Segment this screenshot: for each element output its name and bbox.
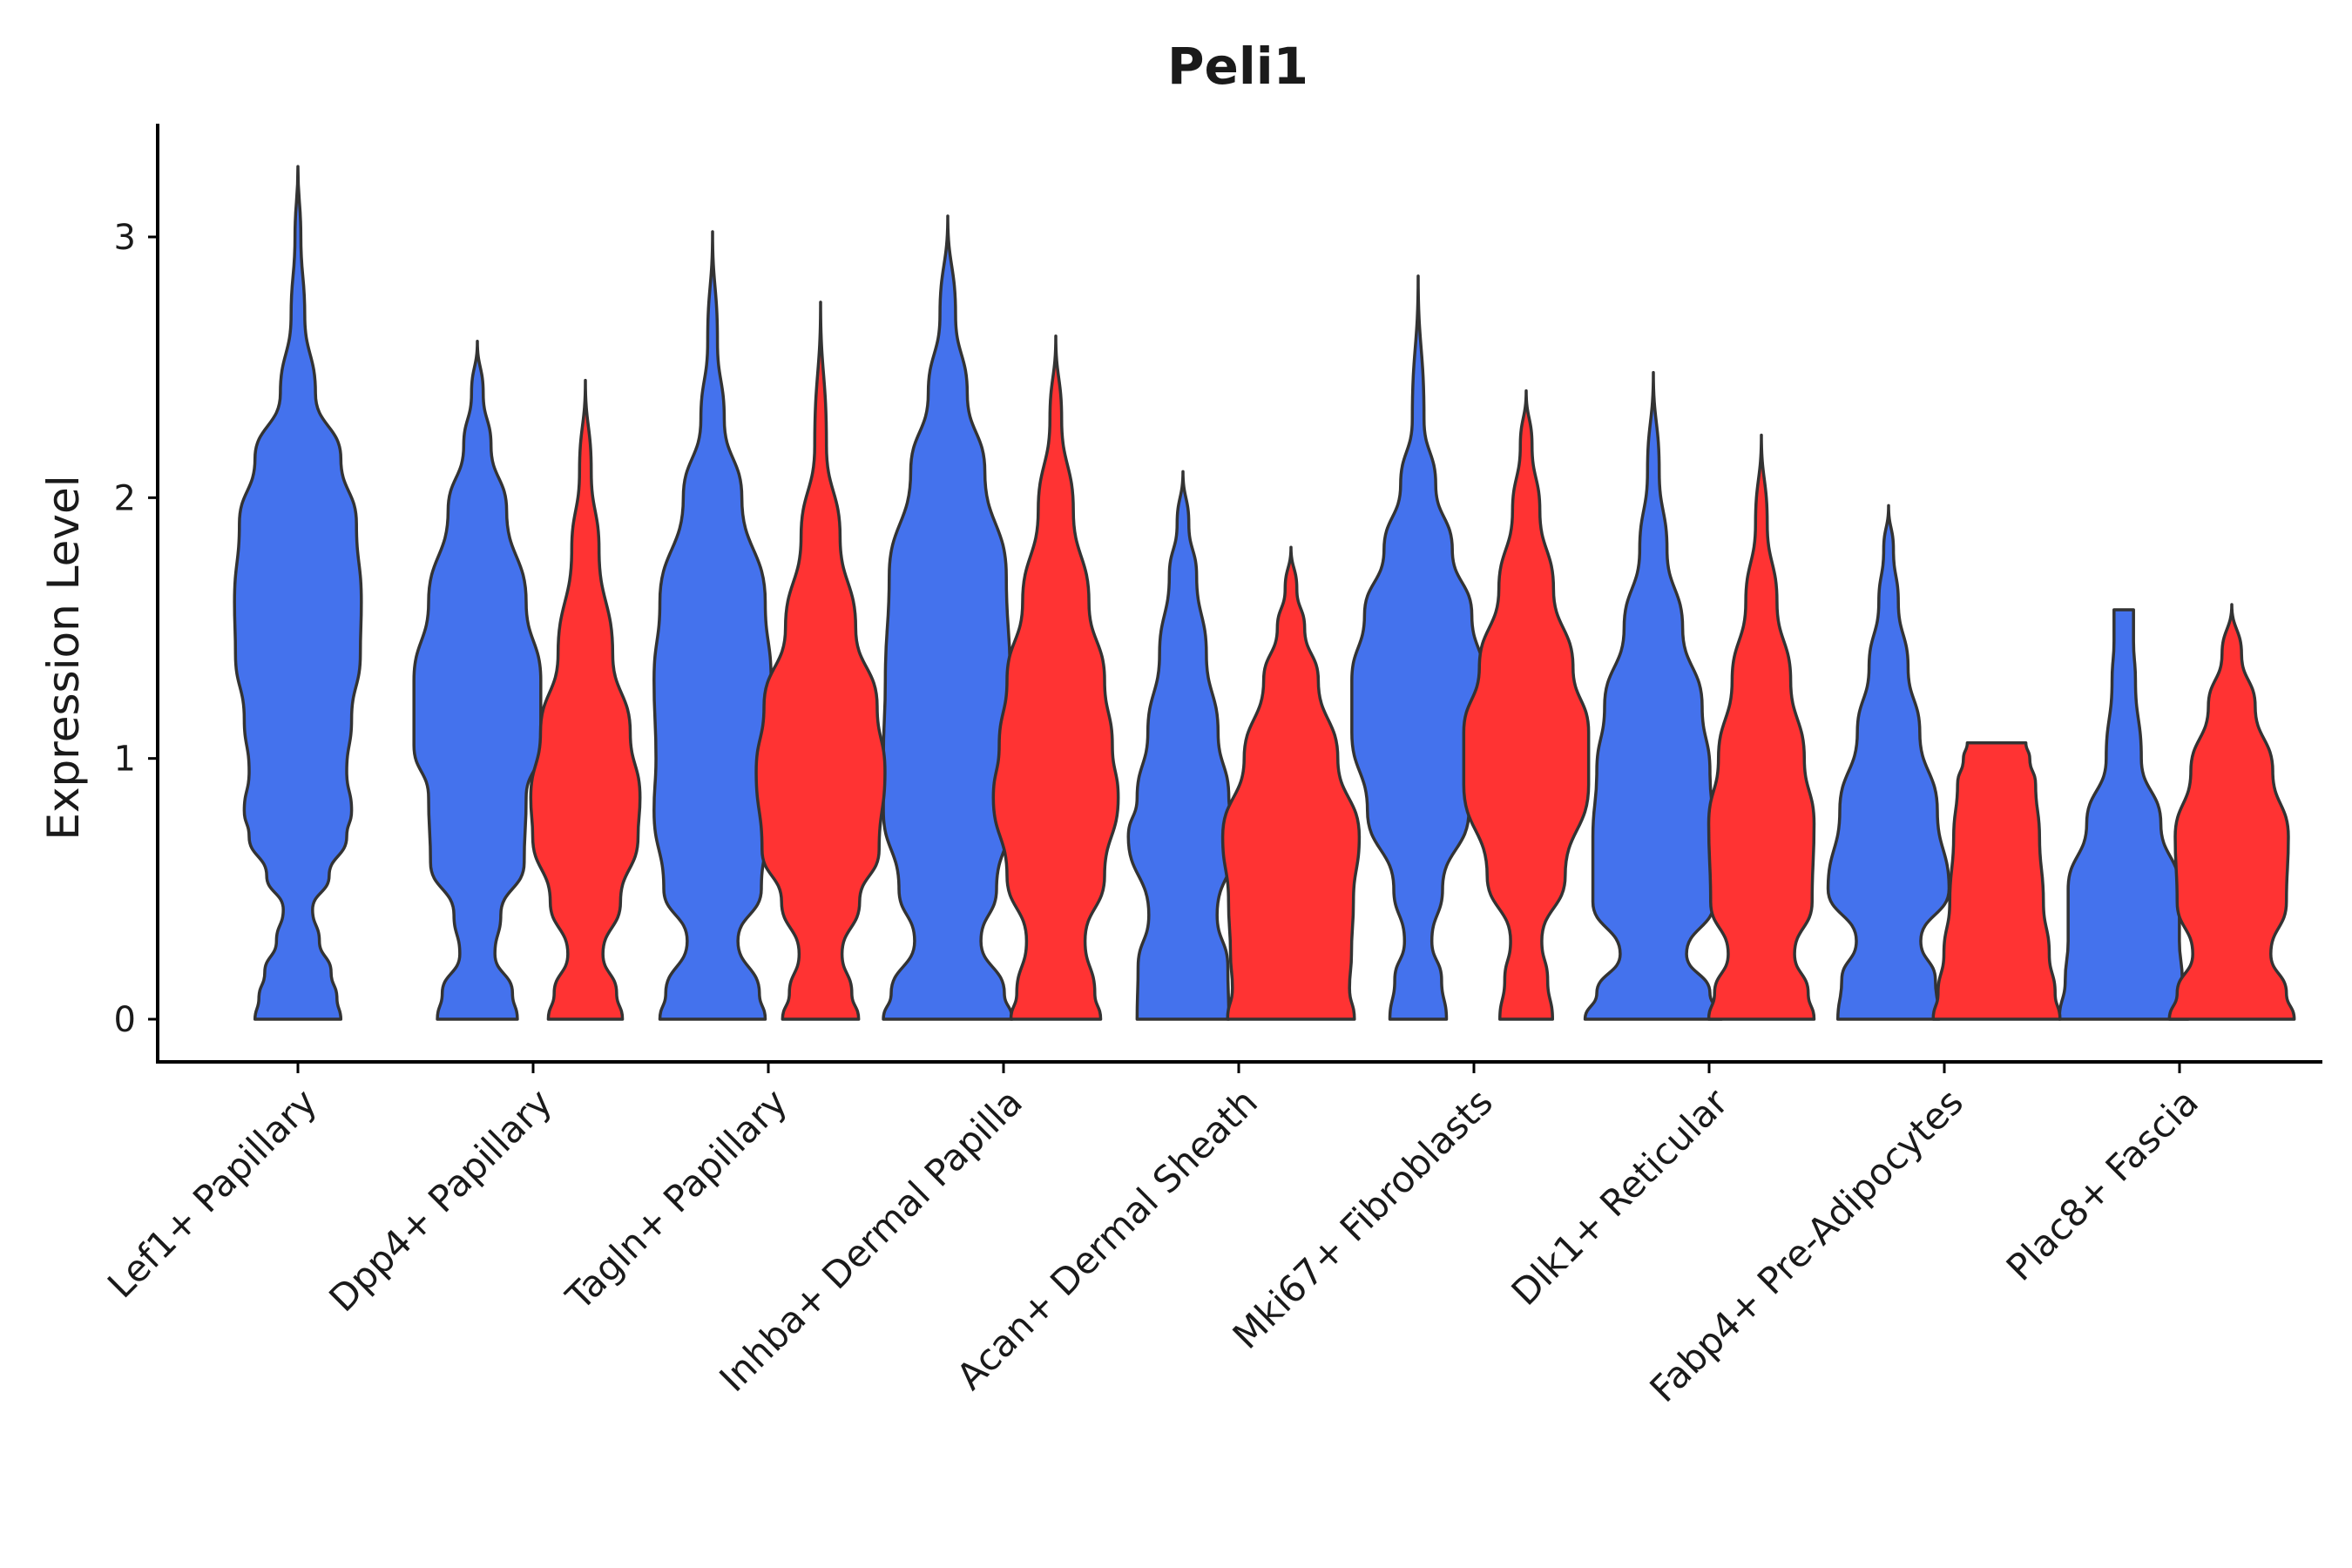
y-axis-ticks: 0 1 2 3 — [114, 218, 158, 1040]
y-axis-label: Expression Level — [38, 475, 89, 840]
red-violin-dlk1-reticular — [1707, 433, 1816, 1021]
y-tick-label: 1 — [114, 740, 136, 780]
blue-violin-lef1-papillary — [233, 165, 363, 1021]
red-violin-plac8-fascia — [2167, 603, 2296, 1021]
red-violin-inhba-dermal-papilla — [991, 334, 1120, 1021]
y-tick-label: 2 — [114, 478, 136, 518]
chart-title: Peli1 — [1167, 37, 1308, 96]
x-tick-label: Plac8+ Fascia — [1998, 1080, 2207, 1288]
blue-violin-acan-dermal-sheath — [1126, 470, 1240, 1021]
y-tick-label: 3 — [114, 218, 136, 258]
blue-violin-dlk1-reticular — [1583, 370, 1724, 1021]
x-tick-label: Mki67+ Fibroblasts — [1225, 1080, 1501, 1356]
y-tick-label: 0 — [114, 1000, 136, 1040]
x-tick-label: Lef1+ Papillary — [99, 1080, 325, 1306]
blue-violin-plac8-fascia — [2058, 608, 2190, 1021]
red-violin-tagln-papillary — [754, 301, 887, 1021]
red-violin-fabp4-pre-adipocytes — [1931, 740, 2062, 1021]
violins — [233, 165, 2296, 1021]
red-violin-dpp4-papillary — [529, 378, 642, 1021]
blue-violin-dpp4-papillary — [412, 339, 543, 1021]
red-violin-acan-dermal-sheath — [1220, 545, 1362, 1021]
blue-violin-fabp4-pre-adipocytes — [1826, 504, 1951, 1021]
blue-violin-inhba-dermal-papilla — [882, 214, 1014, 1021]
x-tick-label: Dpp4+ Papillary — [321, 1080, 560, 1320]
red-violin-mki67-fibroblasts — [1462, 389, 1591, 1021]
blue-violin-tagln-papillary — [652, 230, 773, 1021]
x-tick-label: Tagln+ Papillary — [558, 1080, 795, 1318]
x-tick-label: Dlk1+ Reticular — [1504, 1080, 1737, 1314]
blue-violin-mki67-fibroblasts — [1350, 274, 1486, 1021]
